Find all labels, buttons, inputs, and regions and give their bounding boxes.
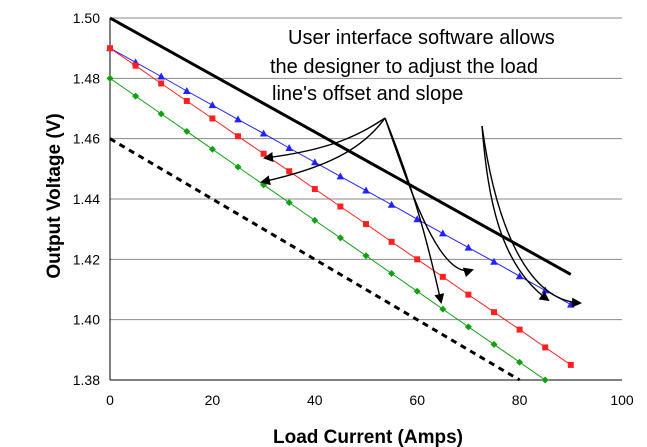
- y-axis-title: Output Voltage (V): [44, 113, 65, 278]
- annotation-line: line's offset and slope: [272, 83, 463, 105]
- series-line: [109, 137, 521, 382]
- series-solid-black-thick: [109, 16, 572, 276]
- series-line: [109, 16, 572, 276]
- data-point: [285, 144, 293, 152]
- y-tick-label: 1.50: [73, 10, 100, 26]
- data-point: [362, 252, 370, 260]
- data-point: [259, 129, 268, 137]
- x-tick-label: 60: [409, 392, 425, 408]
- data-point: [311, 158, 319, 166]
- series-dashed-black-thick: [109, 137, 521, 382]
- series-group: [106, 16, 575, 384]
- data-point: [387, 200, 396, 208]
- y-tick-label: 1.48: [73, 70, 100, 86]
- series-red-squares: [107, 45, 574, 368]
- annotation-arrow: [263, 117, 386, 162]
- annotation-arrow: [384, 117, 474, 278]
- x-tick-label: 100: [610, 392, 634, 408]
- data-point: [336, 172, 345, 180]
- data-point: [337, 203, 344, 210]
- annotation-line: the designer to adjust the load: [270, 56, 538, 78]
- data-point: [336, 234, 344, 242]
- data-point: [490, 340, 498, 348]
- data-point: [541, 376, 549, 384]
- data-point: [388, 270, 396, 278]
- data-point: [362, 186, 370, 194]
- series-line: [109, 77, 546, 381]
- x-tick-label: 0: [106, 392, 114, 408]
- data-point: [414, 256, 421, 263]
- data-point: [413, 215, 421, 223]
- x-tick-labels: 0 20 40 60 80 100: [106, 392, 634, 408]
- x-tick-label: 40: [307, 392, 323, 408]
- annotation-arrows: [260, 117, 582, 308]
- data-point: [260, 150, 267, 157]
- data-point: [567, 361, 574, 368]
- data-point: [515, 272, 524, 280]
- data-point: [311, 216, 319, 224]
- x-tick-label: 20: [205, 392, 221, 408]
- data-point: [183, 97, 190, 104]
- data-point: [363, 221, 369, 228]
- data-point: [132, 62, 139, 69]
- data-point: [491, 309, 497, 316]
- data-point: [107, 45, 113, 52]
- data-point: [516, 358, 524, 366]
- data-point: [490, 257, 498, 265]
- data-point: [285, 199, 293, 207]
- data-point: [413, 287, 421, 295]
- data-point: [208, 101, 217, 109]
- data-point: [311, 186, 318, 193]
- data-point: [516, 326, 523, 333]
- data-point: [235, 133, 241, 140]
- data-point: [157, 72, 165, 80]
- data-point: [158, 80, 165, 87]
- data-point: [439, 273, 446, 280]
- annotation-text: User interface software allows the design…: [270, 27, 555, 105]
- annotation-arrow: [481, 125, 582, 308]
- data-point: [286, 168, 293, 175]
- data-point: [465, 291, 472, 298]
- y-tick-label: 1.42: [73, 251, 100, 267]
- data-point: [464, 323, 472, 331]
- data-point: [183, 87, 191, 95]
- data-point: [234, 163, 242, 171]
- annotation-arrow: [384, 117, 445, 304]
- data-point: [157, 110, 165, 118]
- series-green-diamonds: [106, 74, 549, 384]
- annotation-line: User interface software allows: [288, 27, 555, 49]
- data-point: [439, 305, 447, 313]
- y-tick-label: 1.44: [73, 191, 100, 207]
- y-tick-labels: 1.38 1.40 1.42 1.44 1.46 1.48 1.50: [73, 10, 100, 388]
- x-axis-title: Load Current (Amps): [273, 427, 463, 447]
- data-point: [209, 115, 216, 122]
- data-point: [464, 243, 473, 251]
- data-point: [208, 145, 216, 153]
- annotation-arrow: [260, 117, 386, 186]
- data-point: [388, 238, 395, 245]
- data-point: [183, 127, 191, 135]
- x-tick-label: 80: [512, 392, 528, 408]
- y-tick-label: 1.40: [73, 312, 100, 328]
- data-point: [542, 344, 549, 351]
- data-point: [234, 115, 242, 123]
- y-tick-label: 1.46: [73, 131, 100, 147]
- data-point: [260, 181, 268, 189]
- annotation-arrow: [481, 125, 550, 302]
- data-point: [439, 229, 447, 237]
- data-point: [106, 74, 114, 82]
- y-tick-label: 1.38: [73, 372, 100, 388]
- data-point: [132, 92, 140, 100]
